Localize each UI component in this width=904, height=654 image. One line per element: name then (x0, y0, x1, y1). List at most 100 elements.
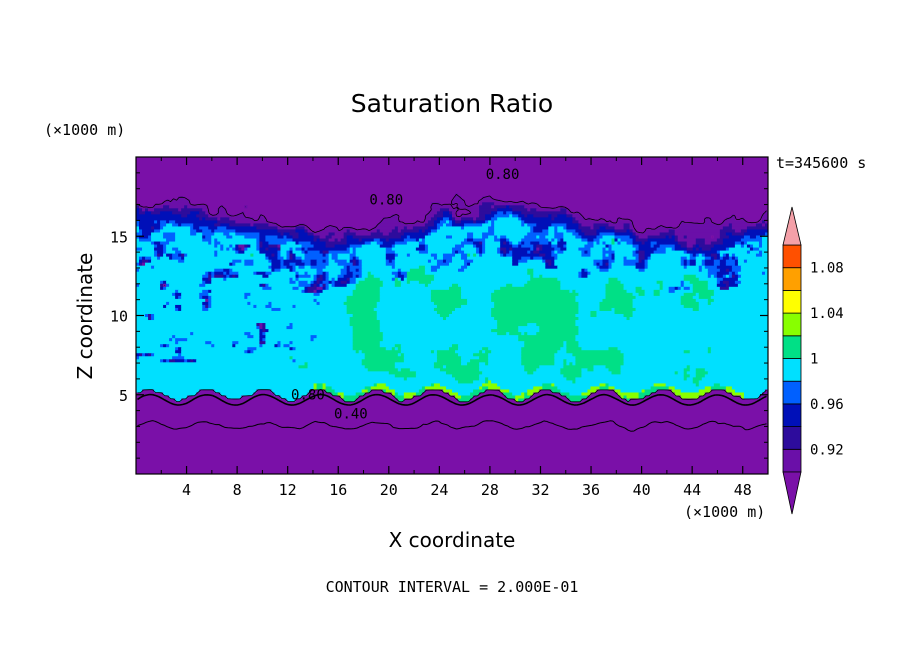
x-tick-label: 20 (380, 481, 398, 499)
field-cell (629, 398, 768, 403)
y-tick-label: 10 (110, 308, 128, 326)
field-cell (536, 202, 768, 206)
field-cell (139, 223, 161, 228)
field-cell (587, 241, 595, 246)
field-cell (235, 229, 279, 234)
field-cell (590, 313, 598, 318)
field-cell (166, 244, 215, 249)
field-cell (521, 238, 549, 243)
field-cell (761, 217, 768, 221)
field-cell (497, 326, 519, 330)
contour-labels: 0.800.800.800.40 (291, 167, 519, 422)
field-cell (208, 205, 221, 209)
colorbar-over-arrow (782, 206, 802, 246)
field-cell (136, 398, 176, 403)
field-cell (620, 371, 676, 375)
field-cell (692, 380, 700, 385)
field-cell (208, 298, 212, 303)
field-cell (217, 250, 236, 255)
field-cell (355, 277, 366, 282)
field-cell (500, 253, 504, 258)
field-cell (593, 241, 598, 246)
field-cell (331, 277, 336, 282)
field-cell (653, 292, 661, 297)
field-cell (154, 226, 161, 231)
field-cell (659, 292, 685, 297)
field-cell (292, 304, 297, 309)
field-cell (418, 265, 426, 270)
field-cell (539, 250, 552, 255)
field-cell (713, 262, 721, 267)
field-cell (722, 277, 739, 282)
field-cell (455, 350, 480, 354)
field-cell (695, 262, 703, 267)
field-cell (566, 347, 583, 351)
field-cell (433, 223, 438, 228)
field-cell (298, 274, 312, 279)
field-cell (415, 392, 423, 397)
field-cell (361, 262, 387, 267)
field-cell (710, 347, 768, 351)
field-cell (136, 199, 167, 203)
field-cell (238, 341, 260, 345)
field-cell (473, 389, 486, 394)
field-cell (623, 395, 628, 400)
field-cell (566, 341, 579, 345)
field-cell (397, 392, 405, 397)
field-cell (746, 259, 768, 264)
field-cell (512, 208, 528, 212)
field-cell (638, 244, 652, 249)
field-cell (683, 235, 688, 240)
field-cell (394, 241, 408, 246)
field-cell (554, 250, 558, 255)
field-cell (527, 223, 537, 228)
field-cell (500, 389, 510, 394)
field-cell (608, 253, 613, 258)
field-cell (467, 208, 480, 212)
field-cell (385, 383, 432, 388)
field-cell (740, 217, 745, 221)
field-cell (566, 211, 573, 215)
field-cell (319, 274, 324, 279)
field-cell (367, 274, 375, 279)
x-axis-label: X coordinate (389, 528, 516, 552)
field-cell (695, 298, 709, 303)
field-cell (521, 223, 525, 228)
field-cell (325, 244, 336, 249)
field-cell (602, 247, 607, 252)
field-cell (464, 244, 474, 249)
field-cell (142, 232, 152, 237)
field-cell (262, 244, 270, 249)
field-cell (461, 214, 480, 218)
field-cell (208, 292, 245, 297)
field-cell (527, 268, 534, 273)
field-cell (142, 247, 155, 252)
field-cell (355, 283, 384, 288)
field-cell (415, 220, 420, 225)
field-cell (566, 247, 579, 252)
field-cell (346, 304, 378, 309)
field-cell (557, 386, 592, 391)
field-cell (575, 229, 583, 234)
field-cell (295, 274, 300, 279)
field-cell (316, 301, 321, 306)
field-cell (442, 214, 453, 218)
field-cell (626, 398, 631, 403)
field-cell (566, 223, 579, 228)
field-cell (614, 238, 619, 243)
field-cell (578, 274, 583, 279)
field-cell (367, 271, 372, 276)
field-cell (683, 280, 691, 285)
field-cell (581, 392, 592, 397)
field-cell (358, 395, 396, 400)
field-cell (349, 277, 357, 282)
field-cell (397, 353, 402, 357)
field-cell (605, 244, 610, 249)
field-cell (268, 274, 297, 279)
field-cell (325, 271, 330, 276)
field-cell (328, 232, 336, 237)
field-cell (211, 235, 227, 240)
field-cell (683, 274, 697, 279)
contour-label: 0.80 (369, 193, 403, 209)
